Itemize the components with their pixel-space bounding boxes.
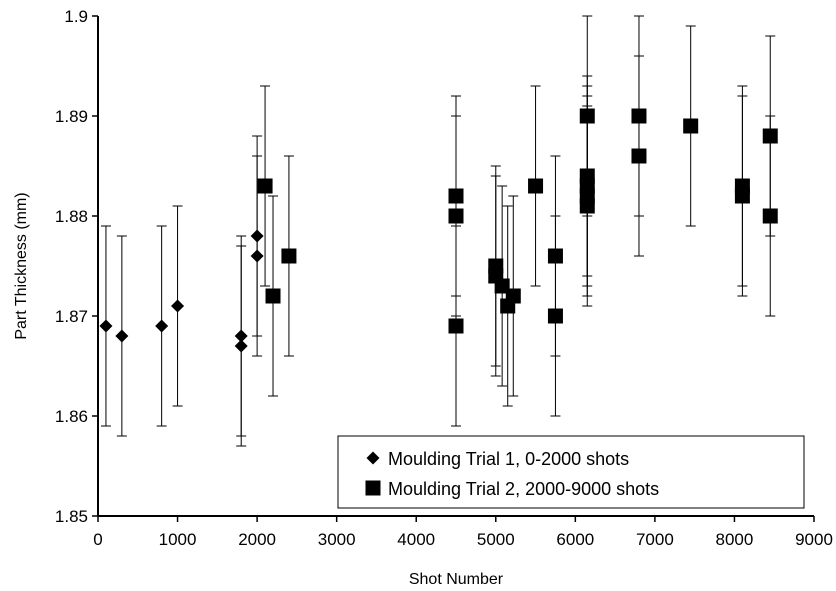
y-tick-label: 1.9 (64, 7, 88, 26)
point-trial-1 (115, 329, 129, 343)
x-tick-label: 4000 (397, 530, 435, 549)
point-trial-2 (762, 128, 778, 144)
point-trial-2 (281, 248, 297, 264)
point-trial-1 (171, 299, 185, 313)
y-axis-label: Part Thickness (mm) (13, 192, 30, 339)
y-tick-label: 1.85 (55, 507, 88, 526)
point-trial-2 (505, 288, 521, 304)
point-trial-2 (265, 288, 281, 304)
x-tick-label: 8000 (716, 530, 754, 549)
point-trial-2 (448, 208, 464, 224)
point-trial-2 (448, 188, 464, 204)
legend: Moulding Trial 1, 0-2000 shots Moulding … (337, 435, 805, 509)
point-trial-1 (234, 339, 248, 353)
point-trial-2 (547, 308, 563, 324)
point-trial-1 (234, 329, 248, 343)
legend-marker-trial-1 (366, 451, 380, 465)
legend-label-trial-1: Moulding Trial 1, 0-2000 shots (388, 449, 629, 469)
legend-box (337, 435, 805, 509)
point-trial-2 (579, 198, 595, 214)
x-tick-label: 6000 (556, 530, 594, 549)
point-trial-2 (528, 178, 544, 194)
point-trial-1 (250, 249, 264, 263)
y-tick-label: 1.88 (55, 207, 88, 226)
y-tick-label: 1.87 (55, 307, 88, 326)
point-trial-2 (547, 248, 563, 264)
x-tick-label: 1000 (159, 530, 197, 549)
point-trial-2 (631, 108, 647, 124)
y-tick-label: 1.86 (55, 407, 88, 426)
point-trial-2 (762, 208, 778, 224)
point-trial-1 (250, 229, 264, 243)
legend-marker-trial-2 (365, 480, 381, 496)
point-trial-2 (734, 188, 750, 204)
markers (99, 108, 778, 353)
point-trial-2 (448, 318, 464, 334)
point-trial-2 (631, 148, 647, 164)
x-tick-label: 9000 (795, 530, 833, 549)
x-tick-label: 7000 (636, 530, 674, 549)
legend-marker-shape (365, 480, 381, 496)
legend-label-trial-2: Moulding Trial 2, 2000-9000 shots (388, 479, 659, 499)
x-axis-label: Shot Number (409, 571, 504, 588)
x-tick-label: 0 (93, 530, 102, 549)
axes: 0 1000 2000 3000 4000 5000 6000 7000 8000 9000 1.8… (55, 7, 833, 549)
point-trial-2 (257, 178, 273, 194)
x-tick-label: 5000 (477, 530, 515, 549)
point-trial-1 (99, 319, 113, 333)
legend-marker-shape (366, 451, 380, 465)
y-tick-label: 1.89 (55, 107, 88, 126)
point-trial-2 (579, 108, 595, 124)
point-trial-2 (683, 118, 699, 134)
point-trial-1 (155, 319, 169, 333)
error-bars (100, 15, 776, 447)
x-tick-label: 2000 (238, 530, 276, 549)
x-tick-label: 3000 (318, 530, 356, 549)
